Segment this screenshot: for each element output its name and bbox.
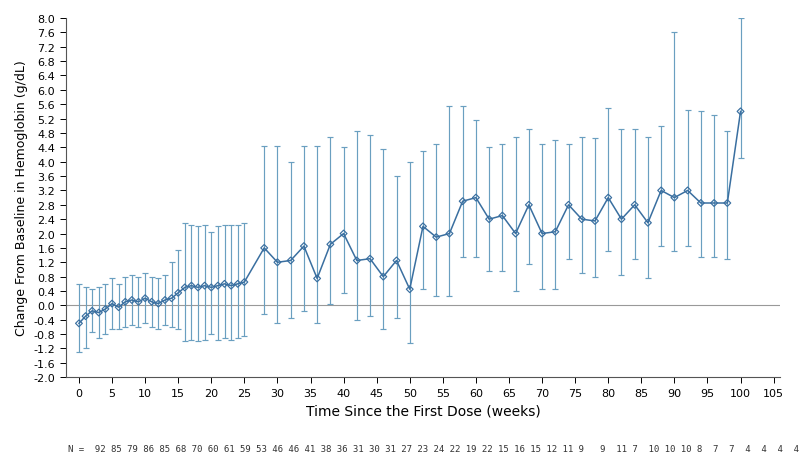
Point xyxy=(192,284,205,292)
Point xyxy=(682,187,694,195)
Point xyxy=(443,230,456,238)
Point xyxy=(138,295,151,302)
Point xyxy=(126,297,138,304)
Point xyxy=(470,195,482,202)
Point xyxy=(258,245,270,252)
Point xyxy=(146,298,158,306)
Point xyxy=(178,284,191,292)
Point xyxy=(158,297,171,304)
Point xyxy=(211,283,224,290)
Point xyxy=(172,289,185,297)
Point xyxy=(112,304,125,311)
Point xyxy=(86,308,98,315)
Point xyxy=(510,230,522,238)
Point xyxy=(377,273,390,281)
Point xyxy=(337,230,350,238)
Point xyxy=(390,257,403,264)
Point xyxy=(324,241,337,248)
Point xyxy=(271,259,284,266)
Point xyxy=(403,286,416,293)
Point xyxy=(575,216,588,223)
Point xyxy=(430,234,442,241)
Point xyxy=(417,223,430,231)
Point xyxy=(734,108,747,116)
Point xyxy=(218,281,231,288)
Point xyxy=(93,309,106,317)
Point xyxy=(231,281,244,288)
Point xyxy=(602,195,614,202)
Point xyxy=(668,195,681,202)
Point xyxy=(364,255,377,263)
Point xyxy=(456,198,469,205)
Point xyxy=(310,275,323,283)
Point xyxy=(522,202,535,209)
Point xyxy=(628,202,641,209)
Point xyxy=(99,306,112,313)
Point xyxy=(496,212,509,220)
X-axis label: Time Since the First Dose (weeks): Time Since the First Dose (weeks) xyxy=(306,403,540,417)
Point xyxy=(152,300,165,308)
Point xyxy=(298,243,310,250)
Point xyxy=(654,187,667,195)
Point xyxy=(642,220,654,227)
Point xyxy=(119,298,132,306)
Point xyxy=(350,257,363,264)
Text: N =  92 85 79 86 85 68 70 60 61 59 53 46 46 41 38 36 31 30 31 27 23 24 22 19 22 : N = 92 85 79 86 85 68 70 60 61 59 53 46 … xyxy=(68,444,800,453)
Point xyxy=(694,200,707,207)
Point xyxy=(225,283,238,290)
Point xyxy=(562,202,575,209)
Point xyxy=(132,298,145,306)
Point xyxy=(165,295,178,302)
Point xyxy=(284,257,297,264)
Point xyxy=(708,200,721,207)
Point xyxy=(615,216,628,223)
Point xyxy=(589,218,602,225)
Point xyxy=(106,300,118,308)
Point xyxy=(198,283,211,290)
Point xyxy=(238,279,250,286)
Point xyxy=(482,216,495,223)
Point xyxy=(79,313,92,320)
Point xyxy=(185,283,198,290)
Point xyxy=(549,228,562,236)
Point xyxy=(721,200,734,207)
Point xyxy=(536,230,549,238)
Point xyxy=(205,284,218,292)
Y-axis label: Change From Baseline in Hemoglobin (g/dL): Change From Baseline in Hemoglobin (g/dL… xyxy=(15,61,28,336)
Point xyxy=(73,320,86,327)
